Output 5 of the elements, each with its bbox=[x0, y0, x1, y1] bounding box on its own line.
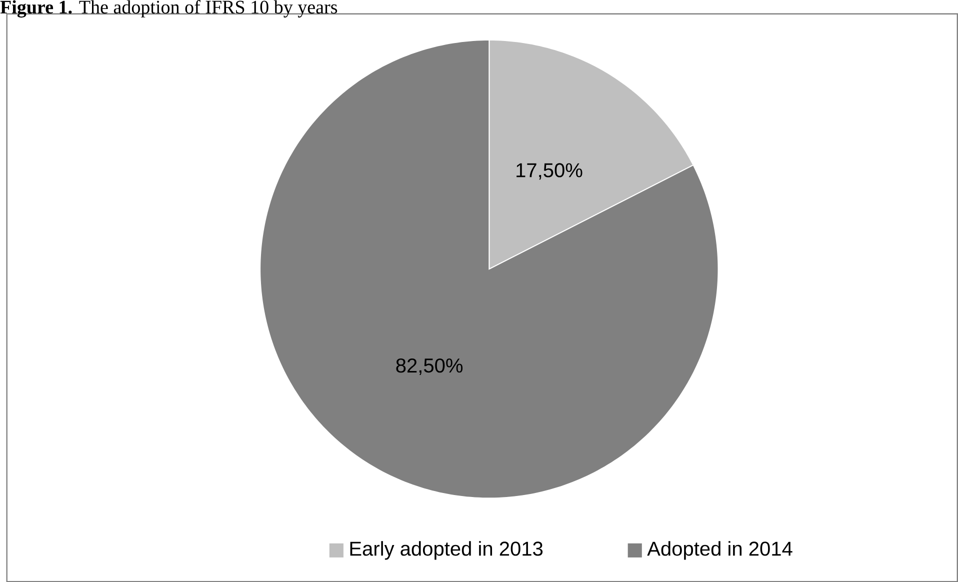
data-label: 17,50% bbox=[516, 163, 582, 180]
chart-title: Figure 1. The adoption of IFRS 10 by years bbox=[0, 0, 338, 18]
legend-label: Adopted in 2014 bbox=[647, 541, 792, 560]
legend-label: Early adopted in 2013 bbox=[350, 541, 543, 560]
data-label: 82,50% bbox=[396, 358, 463, 375]
